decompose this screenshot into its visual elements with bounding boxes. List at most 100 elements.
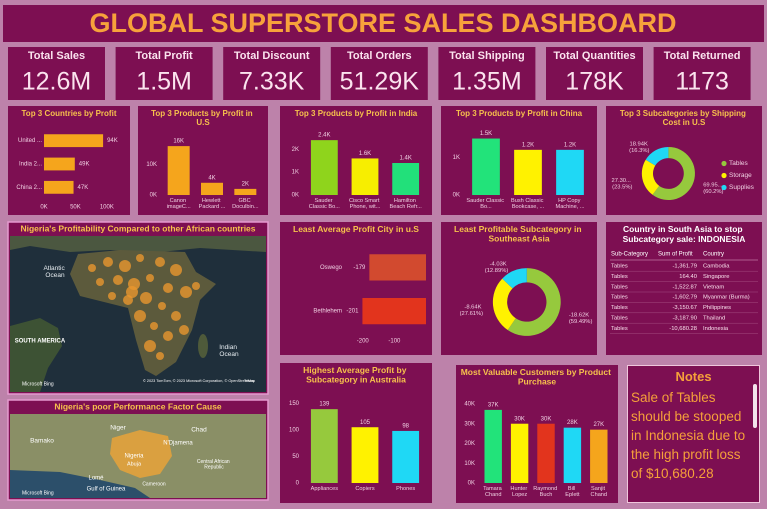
data-label: 1.2K — [522, 142, 534, 148]
chart-title: Top 3 Products by Profit in India — [295, 109, 418, 118]
x-tick-label: Raymond Buch — [533, 486, 559, 498]
chart-title: Top 3 Products by Profit in China — [456, 109, 583, 118]
panel — [138, 106, 268, 215]
table-header: Sum of Profit — [658, 252, 693, 258]
chart-title: Least Average Profit City in u.S — [293, 224, 419, 234]
notes-title: Notes — [675, 369, 712, 384]
table-cell: Tables — [611, 295, 628, 301]
y-tick-label: 150 — [289, 401, 300, 407]
data-label: 16K — [173, 139, 184, 145]
map-bubble — [108, 292, 116, 300]
y-tick-label: China 2... — [16, 185, 42, 191]
table-cell: Tables — [611, 284, 628, 290]
table-title: Country in South Asia to stop Subcategor… — [623, 224, 746, 244]
y-tick-label: 0K — [150, 193, 157, 199]
x-tick-label: Phones — [396, 486, 415, 492]
map-label: Cameroon — [142, 481, 166, 487]
map-label: Microsoft Bing — [22, 381, 54, 387]
pie-slice — [492, 278, 516, 331]
kpi-label: Total Orders — [347, 50, 412, 62]
map-water — [10, 470, 150, 498]
kpi-label: Total Profit — [135, 50, 193, 62]
data-label: -4.03K (12.89%) — [485, 261, 509, 274]
data-label: -179 — [353, 265, 366, 271]
table-cell: 164.40 — [679, 274, 697, 280]
map-label: Microsoft Bing — [22, 490, 54, 496]
y-tick-label: 10K — [146, 162, 157, 168]
bar — [392, 163, 420, 195]
bar — [234, 188, 257, 195]
x-tick-label: Cisco Smart Phone, wit... — [349, 198, 381, 210]
map-bubble — [103, 257, 113, 267]
map-label: Atlantic Ocean — [43, 265, 66, 279]
pie-slice — [652, 146, 695, 201]
map-label: Terms — [244, 379, 254, 383]
x-tick-label: Tamara Chand — [483, 486, 503, 498]
map-bubble — [140, 292, 152, 304]
kpi-card — [438, 47, 536, 100]
map-bubble — [96, 278, 104, 286]
pie-slice — [507, 268, 561, 336]
map-label: Niger — [110, 425, 126, 432]
kpi-value: 1173 — [675, 68, 729, 96]
bar — [590, 429, 608, 483]
x-tick-label: 100K — [100, 205, 114, 211]
y-tick-label: Bethlehem — [313, 309, 342, 315]
kpi-card — [223, 47, 321, 100]
title-banner — [3, 5, 764, 42]
x-tick-label: Sauder Classic Bo... — [466, 198, 505, 210]
scrollbar[interactable] — [753, 384, 757, 428]
table-header: Sub-Category — [611, 252, 648, 258]
bar — [44, 157, 75, 171]
table-cell: -1,361.79 — [673, 264, 698, 270]
table-cell: Thailand — [703, 316, 725, 322]
x-tick-label: GBC Doculbin... — [232, 198, 259, 210]
legend-swatch — [721, 172, 727, 179]
map-label: Gulf of Guinea — [87, 487, 126, 493]
y-tick-label: 1K — [292, 170, 299, 176]
chart-title: Top 3 Products by Profit in U.S — [151, 109, 255, 127]
table-header: Country — [703, 252, 724, 258]
map-panel: Nigeria's poor Performance Factor Cause … — [7, 399, 269, 501]
map-bubble — [179, 325, 189, 335]
data-label: 27.30... (23.5%) — [612, 178, 633, 191]
map-land — [10, 236, 266, 252]
data-label: 37K — [488, 402, 499, 408]
map-title: Nigeria's poor Performance Factor Cause — [54, 401, 222, 411]
bar — [351, 427, 379, 483]
map-bubble — [163, 331, 173, 341]
table-cell: Philippines — [703, 305, 731, 311]
table-cell: Tables — [611, 305, 628, 311]
y-tick-label: 20K — [464, 441, 475, 447]
legend-swatch — [721, 160, 727, 167]
map-title: Nigeria's Profitability Compared to othe… — [20, 223, 255, 233]
x-tick-label: Bush Classic Bookcase, ... — [511, 198, 545, 210]
map-bubble — [144, 340, 156, 352]
notes-panel: Notes Sale of Tables should be stooped i… — [627, 365, 760, 503]
map-bubble — [192, 282, 200, 290]
map-land — [10, 318, 62, 392]
x-tick-label: Canon imageC... — [167, 198, 191, 210]
map-bubble — [150, 322, 158, 330]
pie-slice — [645, 146, 669, 166]
legend-label: Supplies — [729, 184, 755, 191]
table-cell: Singapore — [703, 274, 729, 280]
data-label: 1.6K — [359, 151, 371, 157]
y-tick-label: 30K — [464, 421, 475, 427]
kpi-card — [8, 47, 105, 100]
data-label: 1.4K — [399, 156, 411, 162]
legend-swatch — [721, 184, 727, 191]
y-tick-label: 100 — [289, 427, 300, 433]
table-cell: Indonesia — [703, 326, 729, 332]
map-label: Chad — [191, 427, 207, 434]
map-bubble — [146, 274, 154, 282]
x-tick-label: Sauder Classic Bo... — [309, 198, 341, 210]
bar — [351, 158, 379, 195]
y-tick-label: 0 — [296, 481, 300, 487]
kpi-value: 1.35M — [452, 68, 521, 96]
notes-more: The city of — [628, 497, 759, 502]
x-tick-label: Hamilton Beach Refr... — [389, 198, 422, 210]
bar — [310, 140, 338, 195]
map-label: N'Djamena — [163, 441, 193, 447]
legend-label: Storage — [729, 172, 752, 179]
